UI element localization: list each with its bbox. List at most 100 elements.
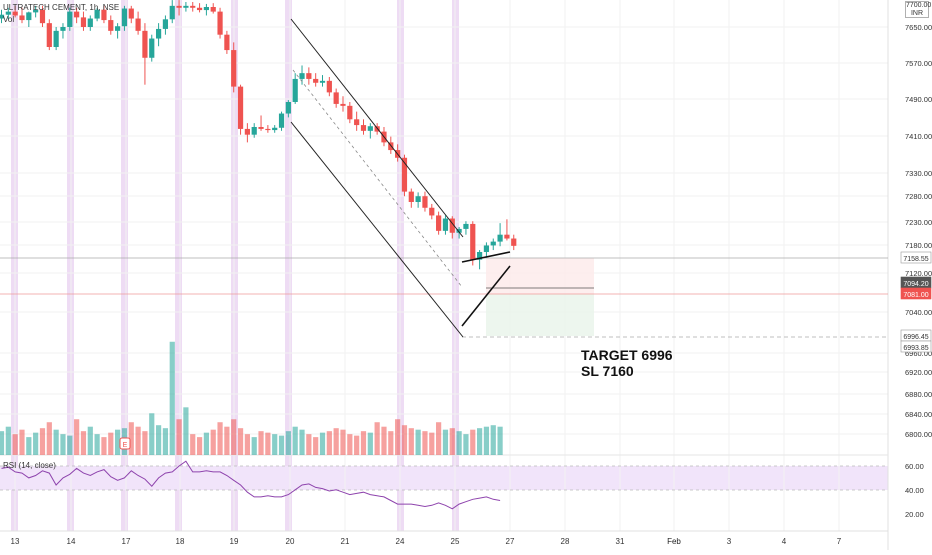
time-tick-label: 20 (286, 537, 295, 546)
price-tick-label: 6880.00 (905, 390, 932, 399)
candle-body (67, 11, 73, 27)
session-band-2 (121, 0, 128, 531)
candle-body (483, 245, 490, 252)
candle-body (333, 92, 339, 104)
price-tick-label: 6960.00 (905, 349, 932, 358)
volume-bar (108, 432, 114, 455)
volume-bar (203, 432, 209, 455)
volume-bar (422, 431, 428, 455)
candle-body (203, 7, 209, 11)
price-tag-box (900, 251, 932, 264)
price-tag-label: 7094.20 (903, 281, 928, 288)
candle-body (26, 12, 32, 21)
candle-body (183, 5, 189, 8)
candle-body (46, 23, 52, 47)
candle-body (442, 218, 449, 231)
time-tick-label: 4 (782, 537, 787, 546)
candle-body (436, 215, 442, 231)
volume-bar (360, 431, 367, 455)
volume-bar (367, 432, 373, 455)
price-tag-box (900, 340, 932, 353)
rsi-line (1, 460, 501, 510)
time-tick-label: 24 (396, 537, 405, 546)
candle-body (196, 7, 203, 11)
volume-bar (74, 419, 80, 455)
volume-bar (258, 431, 264, 455)
volume-bar (196, 437, 203, 455)
volume-bar (162, 428, 169, 455)
volume-bar (347, 434, 353, 455)
candle-body (408, 191, 414, 202)
candle-body (39, 9, 46, 24)
volume-bar (381, 426, 387, 455)
candle-body (354, 119, 360, 126)
price-tick-label: 7230.00 (905, 218, 932, 227)
volume-bar (190, 434, 196, 455)
volume-bar (470, 429, 476, 455)
candle-body (463, 223, 469, 229)
time-tick-label: 17 (122, 537, 131, 546)
candle-body (128, 8, 134, 19)
price-tag-label: 6996.45 (903, 334, 928, 341)
volume-bar (53, 429, 59, 455)
wedge-upper-line (461, 251, 511, 263)
volume-bar (429, 432, 435, 455)
candle-body (210, 7, 216, 12)
candle-body (470, 223, 476, 260)
candle-body (135, 18, 141, 31)
time-tick-label: 18 (176, 537, 185, 546)
volume-bar (326, 431, 332, 455)
candle-body (0, 14, 5, 19)
candle-body (19, 15, 25, 21)
volume-bar (456, 431, 462, 455)
candle-body (12, 11, 18, 16)
currency-badge[interactable]: 7700.00 INR (905, 1, 932, 18)
volume-bar (46, 422, 52, 455)
candle-body (224, 34, 230, 51)
candle-body (190, 5, 196, 8)
volume-bar (313, 437, 319, 455)
channel-lower-line (290, 121, 464, 338)
price-tick-label: 7570.00 (905, 59, 932, 68)
volume-bar (176, 419, 182, 455)
candle-body (176, 5, 182, 8)
volume-bar (442, 429, 449, 455)
volume-bar (237, 428, 244, 455)
time-tick-label: 27 (506, 537, 515, 546)
candle-body (319, 80, 326, 83)
time-tick-label: 25 (451, 537, 460, 546)
time-tick-label: 31 (616, 537, 625, 546)
volume-bar (80, 431, 87, 455)
wedge-lower-line (461, 265, 511, 327)
volume-bar (60, 434, 66, 455)
candle-body (504, 234, 510, 239)
price-tick-label: 6920.00 (905, 368, 932, 377)
candle-body (94, 9, 100, 19)
candle-body (456, 228, 462, 233)
price-tick-label: 7650.00 (905, 23, 932, 32)
rsi-tick-label: 60.00 (905, 462, 924, 471)
volume-bar (497, 426, 503, 455)
currency-top-price: 7700.00 (906, 2, 932, 9)
volume-label: Vol (3, 15, 15, 24)
price-tag-label: 7081.00 (903, 292, 928, 299)
volume-bar (26, 437, 32, 455)
candle-body (299, 73, 305, 79)
rsi-tick-label: 40.00 (905, 486, 924, 495)
candle-body (278, 113, 285, 128)
volume-bar (265, 432, 271, 455)
volume-bar (292, 426, 298, 455)
volume-bar (436, 422, 442, 455)
volume-bar (19, 429, 25, 455)
volume-bar (217, 422, 223, 455)
volume-bar (5, 426, 11, 455)
candle-body (511, 238, 517, 246)
volume-bar (231, 419, 237, 455)
volume-bar (224, 426, 230, 455)
candle-body (340, 103, 346, 106)
volume-bar (483, 426, 490, 455)
volume-bar (115, 429, 121, 455)
time-tick-label: 21 (341, 537, 350, 546)
candle-body (231, 50, 237, 87)
candle-body (60, 27, 66, 31)
